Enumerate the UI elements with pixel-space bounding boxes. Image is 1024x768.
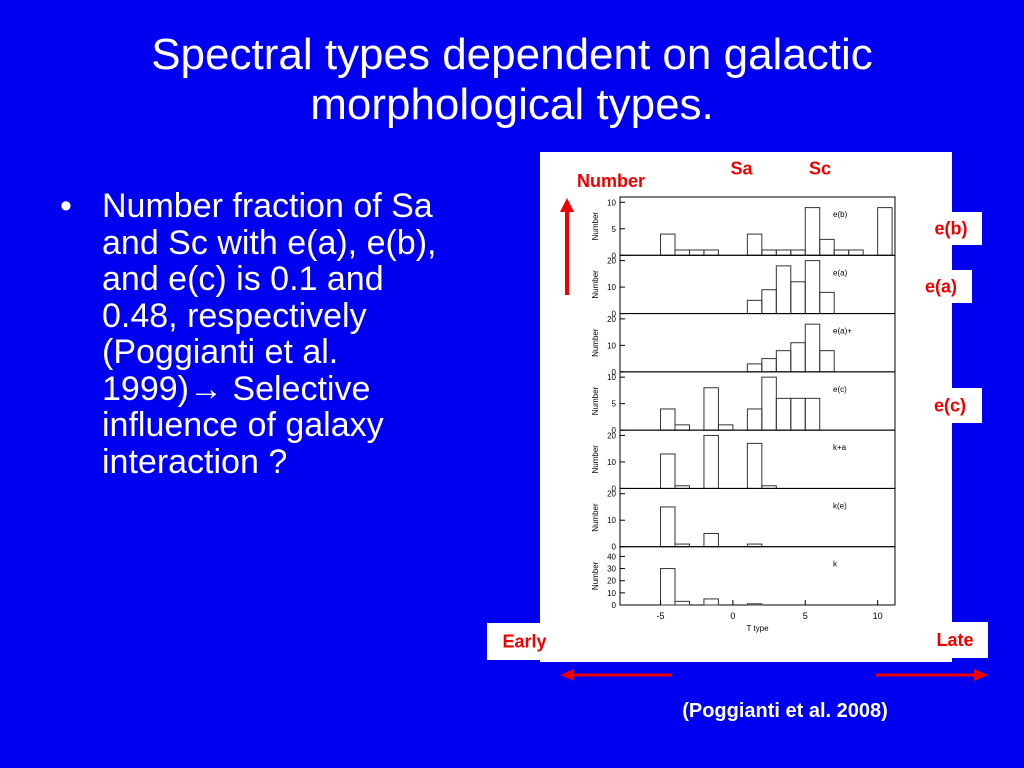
arrowhead <box>560 669 574 681</box>
annotation-box <box>922 622 988 658</box>
y-axis-label: Number <box>591 503 600 532</box>
y-tick-label: 20 <box>607 431 616 440</box>
annotation-box <box>920 212 982 245</box>
panel-label: e(a)+ <box>833 327 852 336</box>
annotation-label: Early <box>502 632 546 652</box>
citation: (Poggianti et al. 2008) <box>682 700 888 722</box>
annotation-label: Sa <box>730 159 753 179</box>
y-tick-label: 10 <box>607 458 616 467</box>
histogram-bar <box>674 600 690 606</box>
y-tick-label: 5 <box>612 225 617 234</box>
y-axis-label: Number <box>591 270 600 299</box>
y-tick-label: 30 <box>607 565 616 574</box>
y-tick-label: 10 <box>607 198 616 207</box>
annotation-label: e(c) <box>934 396 966 416</box>
y-axis-label: Number <box>591 386 600 415</box>
arrowhead <box>560 198 574 212</box>
bullet: • Number fraction of Sa and Sc with e(a)… <box>60 188 460 480</box>
y-tick-label: 0 <box>612 251 617 260</box>
x-axis-label: T type <box>746 624 769 633</box>
annotation-label: Sc <box>809 159 831 179</box>
y-axis-label: Number <box>591 445 600 474</box>
y-axis-label: Number <box>591 328 600 357</box>
panel-label: e(a) <box>833 268 848 277</box>
x-tick-label: -5 <box>657 611 665 621</box>
y-tick-label: 20 <box>607 577 616 586</box>
arrowhead <box>974 669 988 681</box>
panel-label: e(c) <box>833 385 847 394</box>
y-tick-label: 0 <box>612 543 617 552</box>
y-tick-label: 0 <box>612 368 617 377</box>
annotation-box <box>910 270 972 303</box>
y-tick-label: 10 <box>607 516 616 525</box>
y-axis-label: Number <box>591 561 600 590</box>
bullet-dot: • <box>60 187 72 225</box>
bullet-text: Selective influence of galaxy interactio… <box>102 369 384 481</box>
annotation-box <box>560 168 662 194</box>
histogram-bar <box>660 568 676 606</box>
y-tick-label: 5 <box>612 400 617 409</box>
arrow-symbol: → <box>188 369 223 408</box>
y-tick-label: 40 <box>607 552 616 561</box>
y-tick-label: 20 <box>607 315 616 324</box>
y-tick-label: 10 <box>607 373 616 382</box>
y-tick-label: 0 <box>612 601 617 610</box>
annotation-box <box>918 388 982 423</box>
bullet-text: Number fraction of Sa and Sc with e(a), … <box>102 187 437 408</box>
y-tick-label: 20 <box>607 257 616 266</box>
x-tick-label: 10 <box>873 611 883 621</box>
annotation-label: Late <box>936 630 973 650</box>
bullet-text: Number fraction of Sa and Sc with e(a), … <box>102 188 460 480</box>
annotation-label: e(a) <box>925 277 957 297</box>
y-tick-label: 10 <box>607 283 616 292</box>
x-tick-label: 0 <box>730 611 735 621</box>
annotation-box <box>795 152 845 185</box>
y-tick-label: 0 <box>612 484 617 493</box>
annotations: Number Sa Sc e(b) e(a) e(c) Early Late <box>487 152 988 660</box>
figure-background <box>540 152 952 662</box>
y-tick-label: 10 <box>607 341 616 350</box>
panel-label: k+a <box>833 443 847 452</box>
x-tick-label: 5 <box>803 611 808 621</box>
y-tick-label: 10 <box>607 589 616 598</box>
panel-label: k(e) <box>833 501 847 510</box>
y-tick-label: 0 <box>612 310 617 319</box>
annotation-label: e(b) <box>935 219 968 239</box>
y-axis-label: Number <box>591 212 600 241</box>
histogram-bar <box>746 603 763 606</box>
histogram-bar <box>703 598 719 606</box>
annotation-box <box>487 623 562 660</box>
y-tick-label: 0 <box>612 426 617 435</box>
annotation-box <box>718 152 765 185</box>
slide-title: Spectral types dependent on galactic mor… <box>151 30 873 129</box>
panel-label: e(b) <box>833 210 848 219</box>
annotation-label: Number <box>577 171 645 191</box>
panel-label: k <box>833 560 838 569</box>
y-tick-label: 20 <box>607 490 616 499</box>
